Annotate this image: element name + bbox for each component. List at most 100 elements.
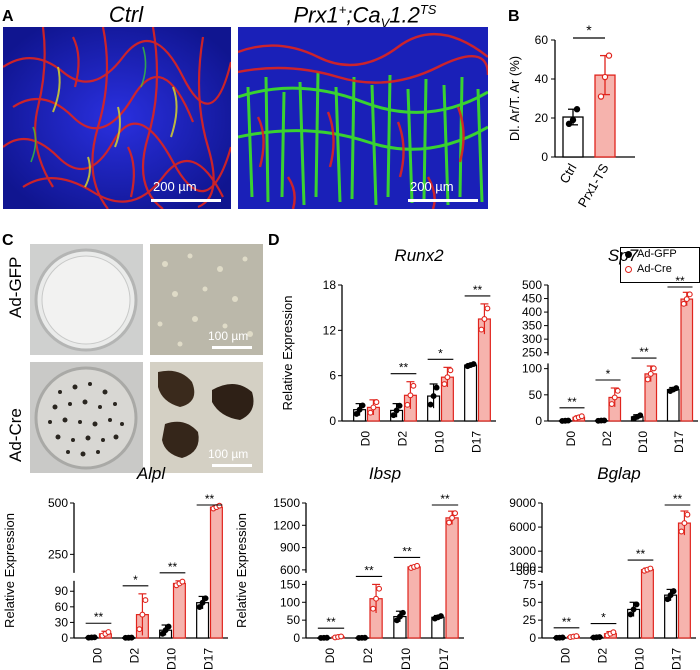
sig-label: * [601, 611, 606, 625]
bar [464, 364, 478, 422]
data-point [393, 407, 400, 414]
data-point [647, 565, 654, 572]
x-tick-label: D10 [633, 648, 647, 670]
data-point [162, 627, 169, 634]
sig-label: * [438, 346, 443, 360]
data-point [390, 412, 397, 419]
data-point [601, 73, 609, 81]
data-point [578, 413, 585, 420]
bar [680, 298, 694, 422]
data-point [202, 595, 209, 602]
data-point [433, 384, 440, 391]
panel-letter-b: B [508, 8, 520, 25]
data-point [323, 634, 330, 641]
panel-letter-a: A [2, 8, 14, 25]
data-point [559, 634, 566, 641]
bar [640, 569, 654, 639]
data-point [216, 502, 223, 509]
title-part-sup2: TS [419, 2, 437, 17]
data-point [633, 601, 640, 608]
dish-gfp-drawing [30, 244, 143, 355]
data-point [373, 595, 380, 602]
dish-gfp [30, 244, 143, 355]
data-point [573, 633, 580, 640]
x-tick-label: D10 [433, 431, 447, 453]
y-tick-label: 500 [522, 278, 542, 292]
x-tick-label: D10 [165, 648, 179, 670]
legend-label-gfp: Ad-GFP [637, 248, 677, 260]
bar [209, 506, 223, 639]
y-tick-label: 18 [323, 278, 337, 292]
data-point [565, 120, 573, 128]
dish-cre-drawing [30, 362, 143, 473]
data-point [396, 613, 403, 620]
title-part-end: 1.2 [389, 2, 420, 28]
data-point [404, 401, 411, 408]
sig-label: ** [399, 361, 409, 375]
sig-label: * [606, 367, 611, 381]
data-point [338, 633, 345, 640]
y-tick-label: 900 [280, 541, 300, 555]
data-point [105, 629, 112, 635]
title-part-sup1: + [338, 2, 347, 17]
sig-label: ** [473, 283, 483, 297]
y-tick-label: 0 [529, 631, 536, 645]
y-tick-label: 500 [516, 564, 536, 578]
title-part-mid: ;Ca [346, 2, 381, 28]
sig-label: ** [639, 345, 649, 359]
data-point [596, 634, 603, 640]
y-axis-label: Dl. Ar/T. Ar (%) [507, 56, 522, 141]
data-point [179, 578, 186, 585]
data-point [449, 514, 456, 521]
micro-gfp-drawing: 100 µm [150, 244, 263, 355]
x-tick-label: D0 [323, 648, 337, 664]
data-point [393, 617, 400, 624]
y-tick-label: 60 [55, 600, 69, 614]
data-point [611, 394, 618, 401]
title-part-sub: V [380, 15, 390, 31]
y-tick-label: 1000 [509, 560, 536, 574]
data-point [565, 417, 572, 424]
sig-label: ** [562, 615, 572, 629]
micrograph-ctrl-texture [3, 27, 231, 209]
data-point [627, 611, 634, 618]
data-point [686, 291, 693, 298]
data-point [359, 402, 366, 409]
legend-marker-cre [625, 266, 632, 273]
data-point [414, 562, 421, 569]
data-point [684, 511, 691, 518]
sig-label: ** [440, 492, 450, 506]
data-point [446, 519, 453, 526]
data-point [569, 116, 577, 124]
x-tick-label: D2 [600, 431, 614, 447]
y-tick-label: 0 [61, 631, 68, 645]
panel-letter-c: C [2, 232, 14, 249]
scale-label-mutant: 200 µm [410, 179, 454, 194]
data-point [367, 409, 374, 416]
sig-label: ** [675, 274, 685, 288]
micrograph-mutant: 200 µm [238, 27, 488, 209]
data-point [608, 401, 615, 407]
data-point [142, 597, 149, 604]
data-point [370, 404, 377, 411]
data-point [637, 412, 644, 419]
micro-title-ctrl: Ctrl [108, 2, 144, 27]
data-point [410, 382, 417, 389]
y-tick-label: 350 [522, 319, 542, 333]
y-tick-label: 50 [287, 613, 301, 627]
y-tick-label: 25 [523, 613, 537, 627]
data-point [437, 613, 444, 619]
y-tick-label: 3000 [509, 544, 536, 558]
x-tick-label: D0 [559, 648, 573, 664]
data-point [610, 629, 617, 636]
data-point [597, 93, 605, 100]
y-tick-label: 150 [280, 577, 300, 591]
panel-letter-d: D [268, 232, 280, 249]
data-point [427, 401, 434, 408]
y-tick-label: 600 [280, 563, 300, 577]
dish-cre [30, 362, 143, 473]
x-tick-label: D17 [470, 431, 484, 453]
data-point [370, 605, 377, 612]
